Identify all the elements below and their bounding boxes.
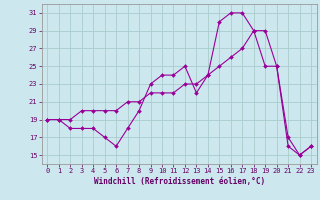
X-axis label: Windchill (Refroidissement éolien,°C): Windchill (Refroidissement éolien,°C) (94, 177, 265, 186)
